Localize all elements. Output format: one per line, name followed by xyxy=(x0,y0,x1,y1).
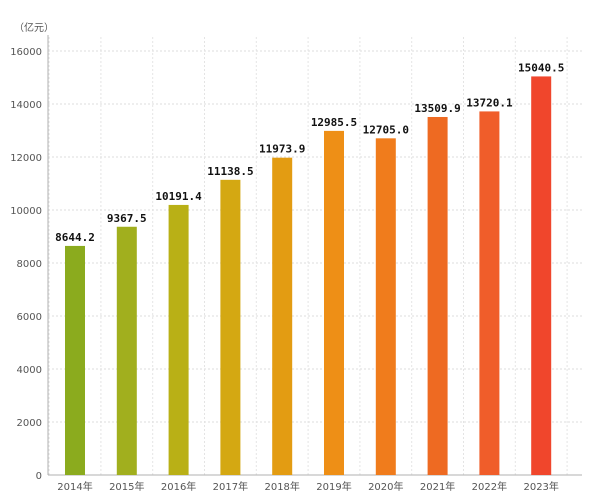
bar-value-label: 15040.5 xyxy=(518,61,564,74)
y-tick-label: 12000 xyxy=(10,153,42,164)
bar xyxy=(168,204,189,475)
bar xyxy=(375,138,396,475)
y-tick-label: 6000 xyxy=(17,312,42,323)
tick-labels: 0 2000 4000 6000 8000 10000 12000 14000 16000 201… xyxy=(10,47,559,493)
bar-value-label: 12985.5 xyxy=(311,116,357,129)
x-tick-label: 2019年 xyxy=(316,480,351,493)
x-tick-label: 2018年 xyxy=(264,480,299,493)
bar-value-label: 11973.9 xyxy=(259,143,305,156)
bar-value-label: 8644.2 xyxy=(55,231,95,244)
bars xyxy=(65,76,552,476)
x-tick-label: 2020年 xyxy=(368,480,403,493)
x-tick-label: 2015年 xyxy=(109,480,144,493)
bar xyxy=(531,76,552,475)
y-tick-label: 2000 xyxy=(17,418,42,429)
bar-value-label: 13720.1 xyxy=(466,96,513,109)
bar xyxy=(220,179,241,475)
bar xyxy=(427,116,448,476)
bar xyxy=(116,226,137,475)
bar-value-label: 13509.9 xyxy=(414,102,460,115)
y-tick-label: 16000 xyxy=(10,47,42,58)
y-tick-label: 8000 xyxy=(17,259,42,270)
y-tick-label: 14000 xyxy=(10,100,42,111)
x-tick-label: 2022年 xyxy=(472,480,507,493)
x-tick-label: 2014年 xyxy=(57,480,92,493)
bar xyxy=(65,245,85,475)
data-labels: 8644.2 9367.5 10191.4 11138.5 11973.9 12985.5… xyxy=(55,61,564,244)
y-tick-label: 10000 xyxy=(10,206,42,217)
x-tick-label: 2023年 xyxy=(523,480,558,493)
bar-value-label: 11138.5 xyxy=(207,165,253,178)
y-unit-label: （亿元） xyxy=(14,21,54,34)
bar xyxy=(324,130,344,475)
bar-value-label: 12705.0 xyxy=(363,123,409,136)
bar-value-label: 9367.5 xyxy=(107,212,147,225)
x-tick-label: 2021年 xyxy=(420,480,455,493)
y-tick-label: 4000 xyxy=(17,365,42,376)
bar-value-label: 10191.4 xyxy=(155,190,202,203)
x-tick-label: 2017年 xyxy=(213,480,248,493)
bar xyxy=(479,111,500,475)
x-tick-label: 2016年 xyxy=(161,480,196,493)
bar xyxy=(272,157,293,475)
y-tick-label: 0 xyxy=(36,471,42,482)
